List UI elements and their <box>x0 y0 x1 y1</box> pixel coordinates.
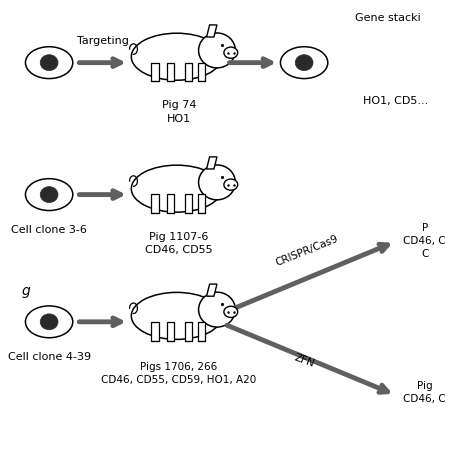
Ellipse shape <box>224 47 238 58</box>
Ellipse shape <box>40 314 58 330</box>
Bar <box>198 194 205 213</box>
Text: g: g <box>22 284 30 298</box>
Text: Pigs 1706, 266
CD46, CD55, CD59, HO1, A20: Pigs 1706, 266 CD46, CD55, CD59, HO1, A2… <box>101 362 256 385</box>
Ellipse shape <box>199 33 236 68</box>
Ellipse shape <box>199 292 236 327</box>
Ellipse shape <box>26 179 73 210</box>
Ellipse shape <box>281 47 328 79</box>
Polygon shape <box>207 284 217 296</box>
Text: P
CD46, C
C: P CD46, C C <box>403 223 446 259</box>
Ellipse shape <box>26 306 73 338</box>
Text: Pig 74
HO1: Pig 74 HO1 <box>162 100 196 124</box>
Text: Cell clone 4-39: Cell clone 4-39 <box>8 353 91 363</box>
Polygon shape <box>207 157 217 169</box>
Ellipse shape <box>131 33 222 80</box>
Ellipse shape <box>26 47 73 79</box>
Text: CRISPR/Cas9: CRISPR/Cas9 <box>273 233 339 268</box>
Text: HO1, CD5...: HO1, CD5... <box>363 96 428 106</box>
Bar <box>166 63 174 82</box>
Bar <box>185 194 192 213</box>
Bar <box>185 322 192 340</box>
Text: Targeting: Targeting <box>77 36 129 46</box>
Text: Pig 1107-6
CD46, CD55: Pig 1107-6 CD46, CD55 <box>145 232 213 255</box>
Ellipse shape <box>40 187 58 202</box>
Ellipse shape <box>295 55 313 71</box>
Bar <box>166 194 174 213</box>
Text: ZFN: ZFN <box>292 353 316 369</box>
Text: Cell clone 3-6: Cell clone 3-6 <box>11 225 87 235</box>
Bar <box>166 322 174 340</box>
Text: Pig
CD46, C: Pig CD46, C <box>403 381 446 404</box>
Bar <box>198 322 205 340</box>
Ellipse shape <box>131 292 222 339</box>
Ellipse shape <box>199 165 236 200</box>
Polygon shape <box>207 25 217 37</box>
Bar <box>151 63 159 82</box>
Bar <box>198 63 205 82</box>
Bar <box>151 322 159 340</box>
Text: Gene stacki: Gene stacki <box>356 13 421 23</box>
Bar <box>151 194 159 213</box>
Ellipse shape <box>224 306 238 318</box>
Bar <box>185 63 192 82</box>
Ellipse shape <box>131 165 222 212</box>
Ellipse shape <box>224 179 238 190</box>
Ellipse shape <box>40 55 58 71</box>
